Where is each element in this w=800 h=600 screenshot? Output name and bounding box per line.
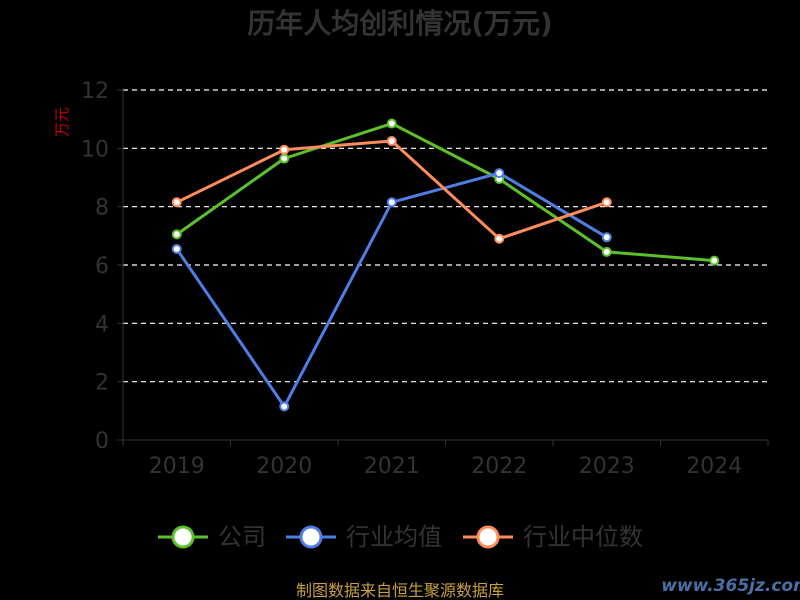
series-2-point (171, 197, 182, 208)
legend-marker (476, 525, 500, 549)
series-layer (171, 118, 720, 412)
legend-item-0[interactable]: 公司 (158, 523, 266, 551)
legend-label: 公司 (218, 523, 266, 551)
x-tick-label: 2023 (579, 454, 635, 479)
series-2-point (601, 197, 612, 208)
legend-label: 行业中位数 (523, 523, 643, 551)
x-tick-label: 2024 (686, 454, 742, 479)
series-2-point (279, 144, 290, 155)
series-2-point (494, 233, 505, 244)
series-0-point (386, 118, 397, 129)
axis-layer: 0 2 4 6 8 10 12 2019 2020 2021 2022 2023 2024 (81, 79, 769, 479)
series-1-point (386, 197, 397, 208)
y-tick-label: 4 (95, 312, 109, 337)
y-axis-label: 万元 (53, 107, 71, 137)
series-0-point (171, 229, 182, 240)
legend-item-1[interactable]: 行业均值 (286, 523, 442, 551)
x-tick-label: 2022 (471, 454, 527, 479)
legend-marker (171, 525, 195, 549)
grid-layer (123, 89, 768, 383)
source-note: 制图数据来自恒生聚源数据库 (296, 581, 504, 600)
legend-label: 行业均值 (346, 523, 442, 551)
legend-marker (299, 525, 323, 549)
series-0-line (175, 122, 715, 263)
y-tick-label: 6 (95, 254, 109, 279)
series-0-point (601, 246, 612, 257)
series-2-point (386, 136, 397, 147)
series-0-point (709, 255, 720, 266)
series-1-point (171, 243, 182, 254)
y-tick-label: 2 (95, 371, 109, 396)
legend[interactable]: 公司 行业均值 行业中位数 (158, 523, 643, 551)
legend-item-2[interactable]: 行业中位数 (463, 523, 643, 551)
series-1-point (494, 168, 505, 179)
y-tick-label: 0 (95, 429, 109, 454)
x-tick-label: 2019 (149, 454, 205, 479)
y-tick-label: 12 (81, 79, 109, 104)
x-tick-label: 2021 (364, 454, 420, 479)
series-1-point (279, 401, 290, 412)
watermark: www.365jz.com (661, 576, 800, 596)
chart-title: 历年人均创利情况(万元) (247, 7, 553, 40)
y-tick-label: 10 (81, 137, 109, 162)
y-tick-label: 8 (95, 196, 109, 221)
series-1-point (601, 232, 612, 243)
series-0-point (279, 153, 290, 164)
x-tick-label: 2020 (256, 454, 312, 479)
